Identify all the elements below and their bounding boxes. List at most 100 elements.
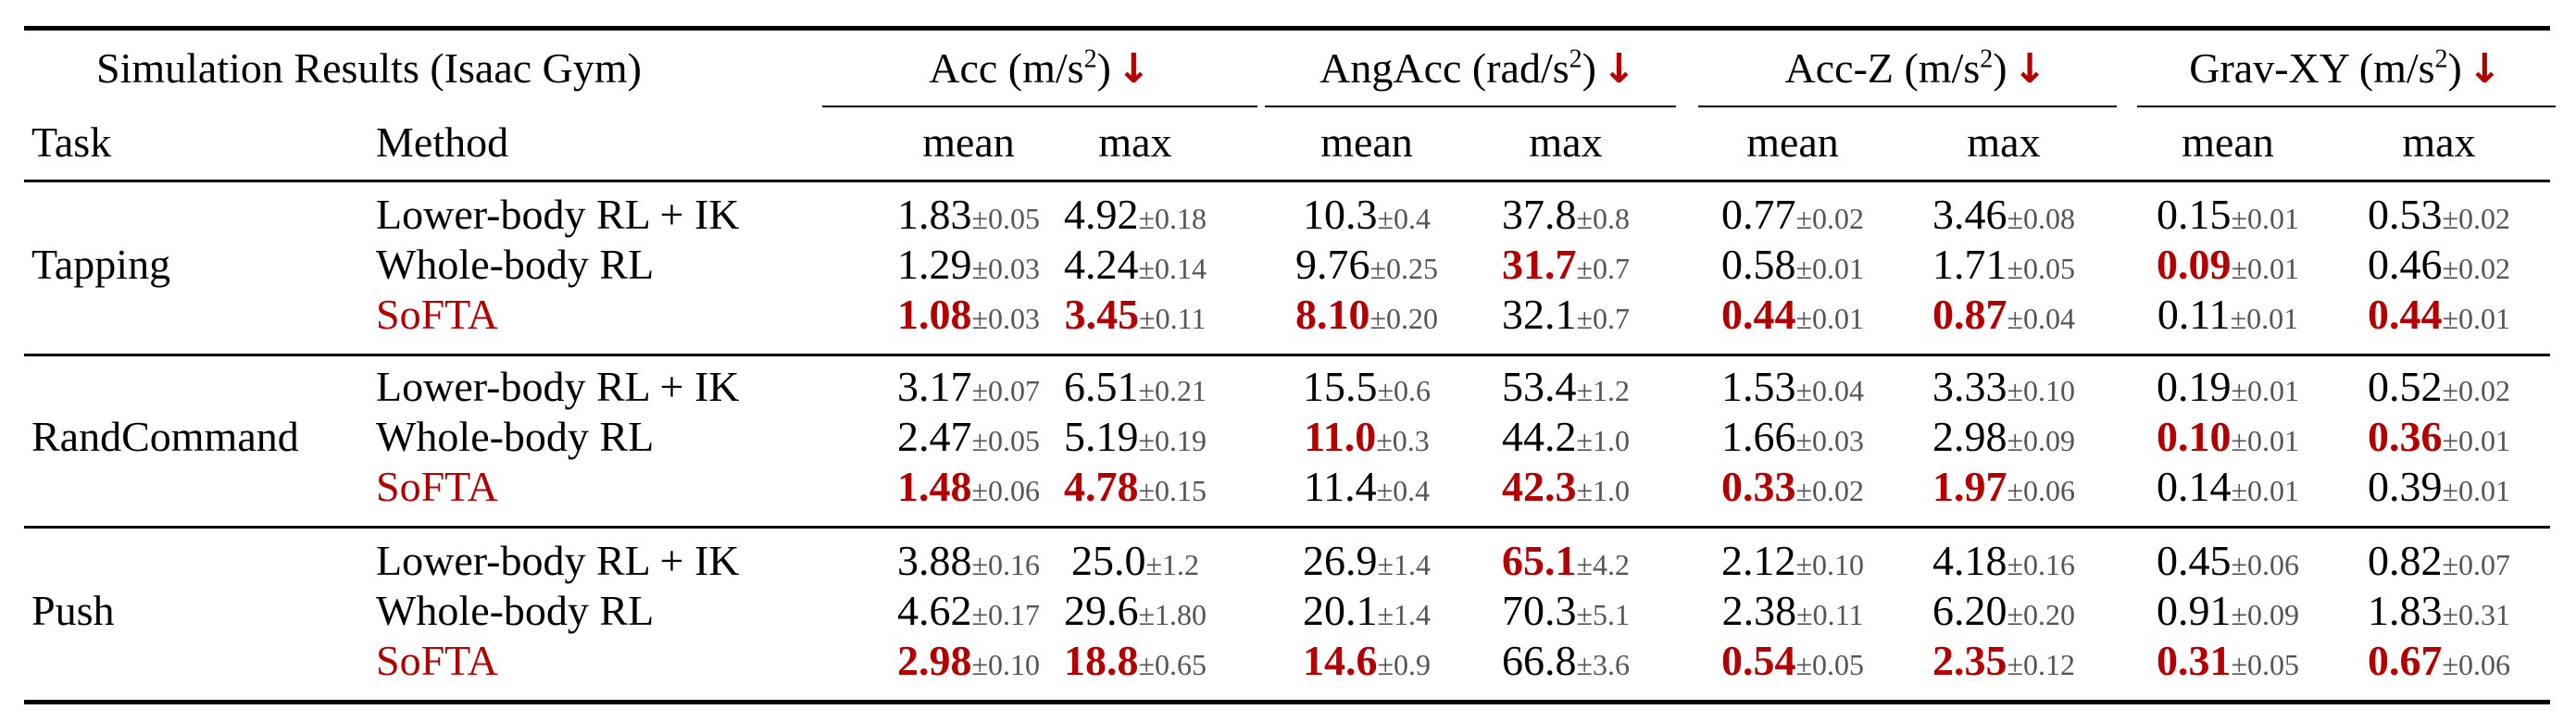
cell-std-value: ±0.03 (971, 252, 1041, 285)
table-cell: 0.39±0.01 (2309, 461, 2569, 517)
table-cell: 3.88±0.16 (839, 535, 1098, 591)
column-header-max: max (1098, 118, 1172, 166)
table-cell: 31.7±0.7 (1436, 239, 1695, 294)
cell-std-value: ±0.01 (2442, 302, 2511, 335)
cell-mean-value: 3.46 (1932, 191, 2007, 238)
cell-std-value: ±0.6 (1377, 374, 1432, 407)
table-cell: 0.14±0.01 (2098, 461, 2357, 517)
cell-mean-value: 32.1 (1501, 291, 1577, 338)
cell-std-value: ±0.4 (1376, 474, 1431, 507)
cell-std-value: ±0.15 (1138, 474, 1207, 507)
cell-mean-value: 5.19 (1063, 413, 1139, 460)
cell-mean-value: 3.17 (896, 363, 972, 410)
cell-std-value: ±0.17 (971, 598, 1041, 631)
column-header-method: Method (376, 118, 509, 166)
cell-std-value: ±5.1 (1576, 598, 1631, 631)
top-rule (24, 26, 2550, 31)
column-header-max: max (2402, 118, 2476, 166)
table-cell: 9.76±0.25 (1237, 239, 1496, 294)
table-cell: 20.1±1.4 (1237, 585, 1496, 641)
table-cell: 0.82±0.07 (2309, 535, 2569, 591)
cell-std-value: ±0.03 (971, 302, 1041, 335)
cell-mean-value: 3.45 (1064, 291, 1140, 338)
table-cell: 42.3±1.0 (1436, 461, 1695, 517)
cell-std-value: ±0.19 (1138, 424, 1207, 457)
cell-mean-value: 2.98 (1932, 413, 2007, 460)
cell-std-value: ±0.01 (2230, 302, 2299, 335)
cell-mean-value: 20.1 (1302, 587, 1378, 634)
table-cell: 4.62±0.17 (839, 585, 1098, 641)
table-cell: 1.97±0.06 (1874, 461, 2133, 517)
cell-std-value: ±0.01 (2231, 252, 2300, 285)
header-rule (24, 180, 2550, 182)
cell-mean-value: 11.4 (1303, 463, 1377, 510)
table-cell: 3.45±0.11 (1006, 289, 1265, 344)
table-cell: 25.0±1.2 (1006, 535, 1265, 591)
column-header-max: max (1967, 118, 2041, 166)
cell-std-value: ±0.04 (1795, 374, 1865, 407)
table-cell: 1.29±0.03 (839, 239, 1098, 294)
table-cell: 0.11±0.01 (2098, 289, 2357, 344)
cell-std-value: ±0.06 (2442, 648, 2511, 681)
cell-std-value: ±1.2 (1576, 374, 1631, 407)
column-header-mean: mean (1320, 118, 1413, 166)
cell-mean-value: 3.88 (896, 537, 972, 584)
cell-mean-value: 1.29 (896, 241, 972, 288)
cell-std-value: ±0.08 (2007, 202, 2076, 235)
cell-mean-value: 0.44 (1720, 291, 1796, 338)
cell-std-value: ±0.4 (1377, 202, 1432, 235)
group-header-gravxy: Grav-XY (m/s2) ↓ (2189, 44, 2502, 93)
cell-mean-value: 4.78 (1063, 463, 1139, 510)
cell-mean-value: 0.14 (2156, 463, 2232, 510)
cell-std-value: ±0.05 (2231, 648, 2300, 681)
table-cell: 65.1±4.2 (1436, 535, 1695, 591)
cell-mean-value: 2.47 (896, 413, 972, 460)
cell-mean-value: 1.08 (896, 291, 972, 338)
method-label: Whole-body RL (376, 413, 655, 460)
table-cell: 0.36±0.01 (2309, 411, 2569, 467)
cell-mean-value: 53.4 (1501, 363, 1577, 410)
table-cell: 0.52±0.02 (2309, 361, 2569, 417)
method-label: Whole-body RL (376, 241, 655, 288)
cell-mean-value: 0.44 (2367, 291, 2443, 338)
cell-std-value: ±0.21 (1138, 374, 1207, 407)
cell-mean-value: 6.20 (1932, 587, 2007, 634)
cell-std-value: ±0.20 (2007, 598, 2076, 631)
table-cell: 6.51±0.21 (1006, 361, 1265, 417)
table-cell: 0.10±0.01 (2098, 411, 2357, 467)
table-cell: 0.33±0.02 (1663, 461, 1922, 517)
cell-mean-value: 0.39 (2367, 463, 2443, 510)
cell-mean-value: 29.6 (1063, 587, 1139, 634)
cell-std-value: ±0.9 (1377, 648, 1432, 681)
group-rule-gravxy (2137, 106, 2556, 107)
cell-mean-value: 44.2 (1501, 413, 1577, 460)
cell-mean-value: 11.0 (1304, 413, 1377, 460)
column-header-mean: mean (2182, 118, 2274, 166)
cell-mean-value: 0.31 (2156, 637, 2232, 684)
task-label: Push (31, 587, 115, 634)
cell-mean-value: 18.8 (1063, 637, 1139, 684)
table-cell: 0.77±0.02 (1663, 189, 1922, 244)
cell-std-value: ±0.02 (2442, 202, 2511, 235)
cell-mean-value: 0.09 (2156, 241, 2232, 288)
table-cell: 4.24±0.14 (1006, 239, 1265, 294)
cell-std-value: ±0.18 (1138, 202, 1207, 235)
table-cell: 0.54±0.05 (1663, 635, 1922, 691)
cell-std-value: ±0.11 (1139, 302, 1207, 335)
cell-std-value: ±0.01 (1795, 252, 1865, 285)
cell-std-value: ±1.2 (1145, 548, 1200, 581)
column-header-task: Task (31, 118, 112, 166)
cell-mean-value: 15.5 (1302, 363, 1378, 410)
column-header-mean: mean (922, 118, 1015, 166)
cell-std-value: ±0.09 (2231, 598, 2300, 631)
table-cell: 1.48±0.06 (839, 461, 1098, 517)
table-cell: 2.98±0.09 (1874, 411, 2133, 467)
table-cell: 2.38±0.11 (1663, 585, 1922, 641)
table-cell: 0.58±0.01 (1663, 239, 1922, 294)
table-cell: 0.91±0.09 (2098, 585, 2357, 641)
lower-is-better-arrow-icon: ↓ (1116, 45, 1151, 93)
method-label: Lower-body RL + IK (376, 363, 740, 410)
cell-std-value: ±0.10 (971, 648, 1041, 681)
cell-std-value: ±0.02 (2442, 252, 2511, 285)
table-cell: 3.33±0.10 (1874, 361, 2133, 417)
